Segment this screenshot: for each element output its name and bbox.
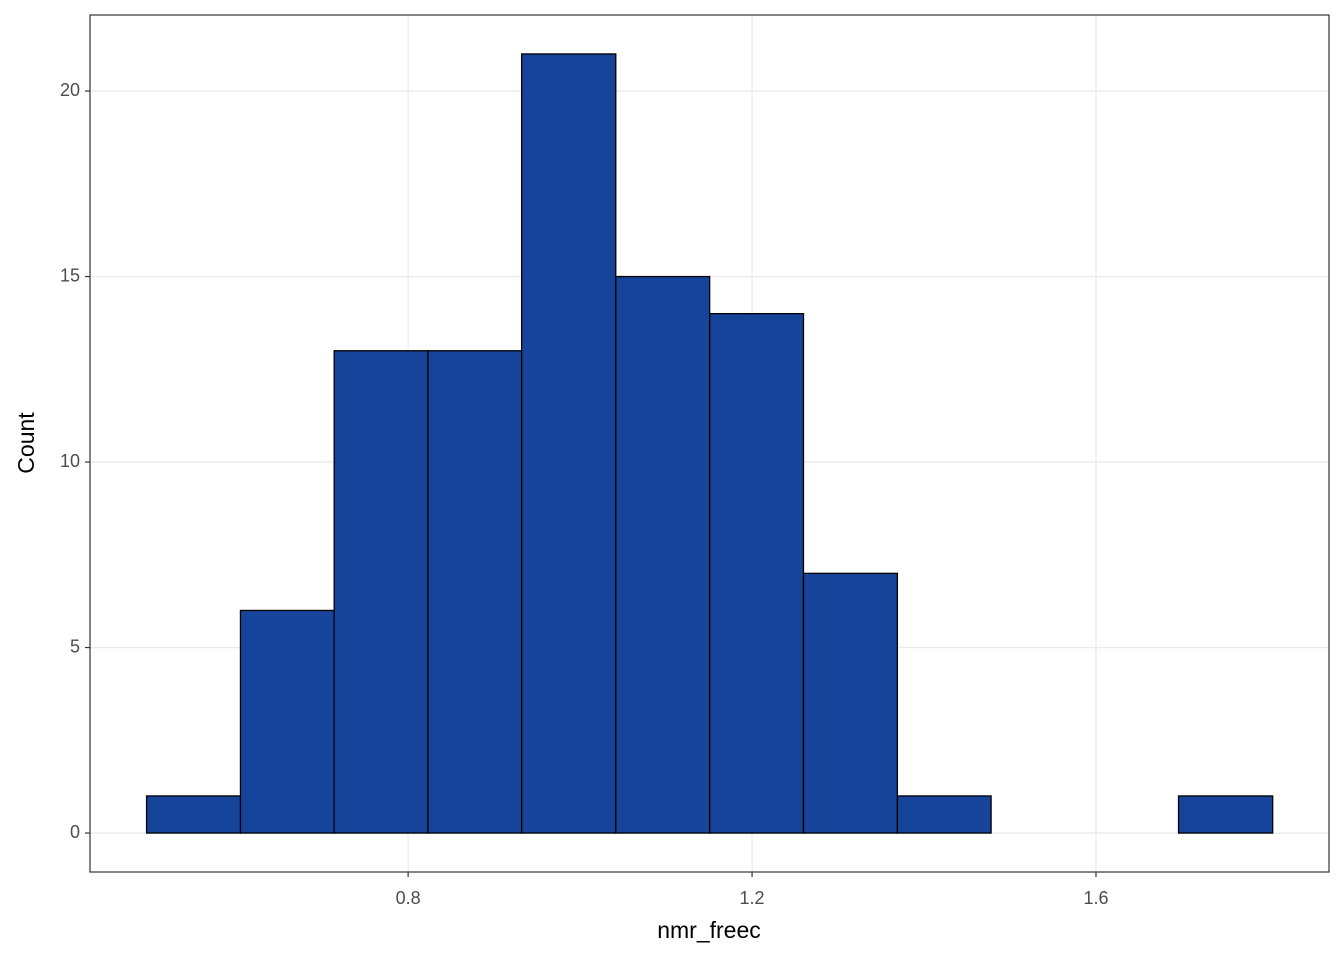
bar xyxy=(427,350,523,834)
y-tick-label: 0 xyxy=(70,822,80,842)
bar xyxy=(896,795,992,834)
y-tick-label: 5 xyxy=(70,636,80,656)
bar xyxy=(520,53,617,834)
y-tick-label: 15 xyxy=(60,265,80,285)
panel-border xyxy=(89,14,1330,873)
bar xyxy=(802,572,899,834)
bar xyxy=(239,609,335,834)
y-axis-title: Count xyxy=(13,412,39,474)
x-axis-title: nmr_freec xyxy=(657,917,761,943)
axes: 0 5 10 15 20 0.8 1.2 1.6 xyxy=(60,80,1109,908)
bar xyxy=(145,795,242,834)
x-tick-label: 1.2 xyxy=(740,888,765,908)
bars xyxy=(145,53,1274,834)
bar xyxy=(1177,795,1274,834)
y-tick-label: 10 xyxy=(60,451,80,471)
x-tick-label: 1.6 xyxy=(1083,888,1108,908)
x-tick-label: 0.8 xyxy=(396,888,421,908)
bar xyxy=(333,350,429,834)
y-tick-label: 20 xyxy=(60,80,80,100)
bar xyxy=(615,275,711,834)
bar xyxy=(709,313,805,834)
